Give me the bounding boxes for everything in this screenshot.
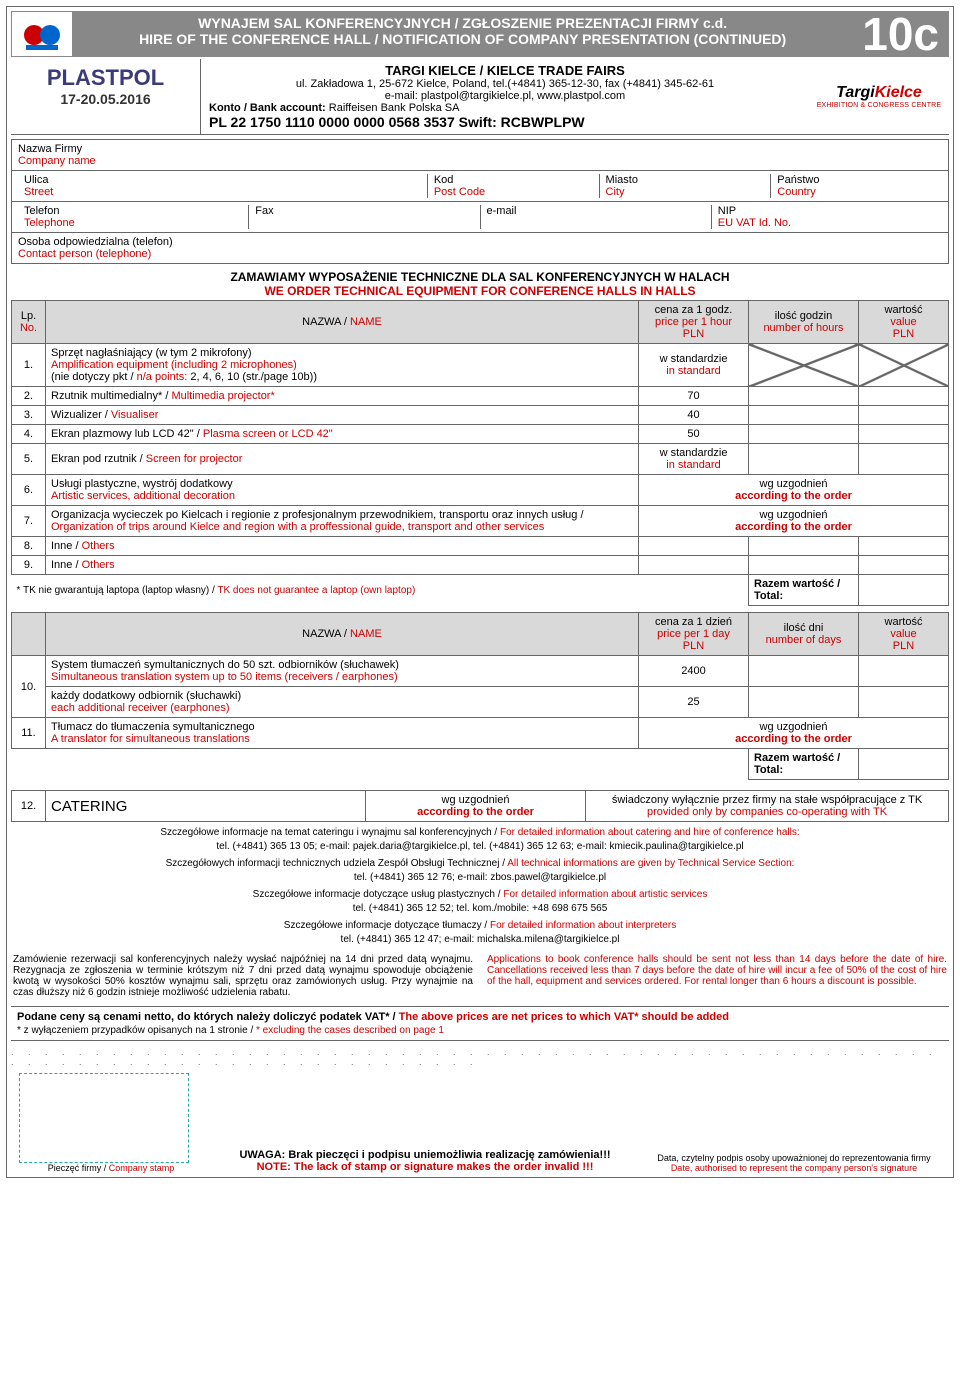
venue-address: ul. Zakładowa 1, 25-672 Kielce, Poland, … bbox=[209, 78, 801, 90]
info-interpreters: Szczegółowe informacje dotyczące tłumacz… bbox=[11, 919, 949, 946]
bank-label: Konto / Bank account: bbox=[209, 102, 326, 114]
col-lp: Lp.No. bbox=[12, 301, 46, 344]
title-en: HIRE OF THE CONFERENCE HALL / NOTIFICATI… bbox=[81, 31, 844, 47]
catering-table: 12. CATERING wg uzgodnieńaccording to th… bbox=[11, 790, 949, 822]
auth-label: Data, czytelny podpis osoby upoważnionej… bbox=[639, 1153, 949, 1173]
table-row: 2. Rzutnik multimedialny* / Multimedia p… bbox=[12, 387, 949, 406]
col-hours: ilość godzinnumber of hours bbox=[749, 301, 859, 344]
header-titles: WYNAJEM SAL KONFERENCYJNYCH / ZGŁOSZENIE… bbox=[73, 11, 852, 57]
catering-label: CATERING bbox=[46, 791, 366, 822]
info-catering: Szczegółowe informacje na temat catering… bbox=[11, 826, 949, 853]
venue-title: TARGI KIELCE / KIELCE TRADE FAIRS bbox=[209, 63, 801, 78]
stamp-label: Pieczęć firmy / Company stamp bbox=[11, 1163, 211, 1173]
tk-subtitle: EXHIBITION & CONGRESS CENTRE bbox=[817, 102, 942, 109]
vat-line: Podane ceny są cenami netto, do których … bbox=[11, 1006, 949, 1041]
table-row: 12. CATERING wg uzgodnieńaccording to th… bbox=[12, 791, 949, 822]
telephone-label: TelefonTelephone bbox=[18, 205, 249, 229]
title-pl: WYNAJEM SAL KONFERENCYJNYCH / ZGŁOSZENIE… bbox=[81, 15, 844, 31]
table-row: każdy dodatkowy odbiornik (słuchawki)eac… bbox=[12, 687, 949, 718]
table-row: 1. Sprzęt nagłaśniający (w tym 2 mikrofo… bbox=[12, 344, 949, 387]
event-date: 17-20.05.2016 bbox=[15, 91, 196, 107]
table-row: 5. Ekran pod rzutnik / Screen for projec… bbox=[12, 444, 949, 475]
dotline-left: . . . . . . . . . . . . . . . . . . . . … bbox=[11, 1047, 949, 1067]
signature-row: Pieczęć firmy / Company stamp UWAGA: Bra… bbox=[11, 1103, 949, 1173]
logo-placeholder bbox=[11, 11, 73, 57]
section1-title: ZAMAWIAMY WYPOSAŻENIE TECHNICZNE DLA SAL… bbox=[11, 270, 949, 298]
signature-warning: UWAGA: Brak pieczęci i podpisu uniemożli… bbox=[211, 1149, 639, 1173]
tk-brand-1: Targi bbox=[836, 84, 875, 101]
street-label: UlicaStreet bbox=[18, 174, 428, 198]
terms-block: Zamówienie rezerwacji sal konferencyjnyc… bbox=[13, 954, 947, 998]
table-row: 11. Tłumacz do tłumaczenia symultaniczne… bbox=[12, 718, 949, 749]
col-price: cena za 1 godz.price per 1 hourPLN bbox=[639, 301, 749, 344]
venue-box: TARGI KIELCE / KIELCE TRADE FAIRS ul. Za… bbox=[201, 59, 809, 134]
iban: PL 22 1750 1110 0000 0000 0568 3537 Swif… bbox=[209, 114, 801, 130]
form-container: WYNAJEM SAL KONFERENCYJNYCH / ZGŁOSZENIE… bbox=[6, 6, 954, 1178]
total-label: Razem wartość / Total: bbox=[749, 575, 859, 606]
stamp-box[interactable] bbox=[19, 1073, 189, 1163]
total-label: Razem wartość / Total: bbox=[749, 749, 859, 780]
table-row: 9. Inne / Others bbox=[12, 556, 949, 575]
table-row: 3. Wizualizer / Visualiser 40 bbox=[12, 406, 949, 425]
col-value: wartośćvaluePLN bbox=[859, 301, 949, 344]
email-label: e-mail bbox=[481, 205, 712, 229]
table-row: 8. Inne / Others bbox=[12, 537, 949, 556]
event-name: PLASTPOL bbox=[15, 65, 196, 91]
contact-label: Osoba odpowiedzialna (telefon)Contact pe… bbox=[18, 236, 173, 260]
targi-kielce-logo: TargiKielce EXHIBITION & CONGRESS CENTRE bbox=[809, 59, 949, 134]
table-row: 10. System tłumaczeń symultanicznych do … bbox=[12, 656, 949, 687]
postcode-label: KodPost Code bbox=[428, 174, 600, 198]
info-technical: Szczegółowych informacji technicznych ud… bbox=[11, 857, 949, 884]
table-row: 6. Usługi plastyczne, wystrój dodatkowyA… bbox=[12, 475, 949, 506]
footnote: * TK nie gwarantują laptopa (laptop włas… bbox=[12, 575, 749, 606]
fax-label: Fax bbox=[249, 205, 480, 229]
nip-label: NIPEU VAT Id. No. bbox=[712, 205, 942, 229]
header-bar: WYNAJEM SAL KONFERENCYJNYCH / ZGŁOSZENIE… bbox=[11, 11, 949, 57]
terms-en: Applications to book conference halls sh… bbox=[487, 954, 947, 998]
info-artistic: Szczegółowe informacje dotyczące usług p… bbox=[11, 888, 949, 915]
company-fields: Nazwa Firmy Company name UlicaStreet Kod… bbox=[11, 139, 949, 264]
table-row: 7. Organizacja wycieczek po Kielcach i r… bbox=[12, 506, 949, 537]
city-label: MiastoCity bbox=[600, 174, 772, 198]
logo-icon bbox=[20, 15, 64, 53]
header-row2: PLASTPOL 17-20.05.2016 TARGI KIELCE / KI… bbox=[11, 59, 949, 135]
event-box: PLASTPOL 17-20.05.2016 bbox=[11, 59, 201, 134]
company-name-label: Nazwa Firmy Company name bbox=[18, 143, 96, 167]
equipment-table: Lp.No. NAZWA / NAME cena za 1 godz.price… bbox=[11, 300, 949, 606]
x-cell bbox=[749, 344, 859, 387]
form-code: 10c bbox=[852, 11, 949, 57]
tk-brand-2: Kielce bbox=[875, 84, 922, 101]
col-name: NAZWA / NAME bbox=[46, 301, 639, 344]
translation-table: NAZWA / NAME cena za 1 dzieńprice per 1 … bbox=[11, 612, 949, 780]
venue-email: e-mail: plastpol@targikielce.pl, www.pla… bbox=[209, 90, 801, 102]
terms-pl: Zamówienie rezerwacji sal konferencyjnyc… bbox=[13, 954, 473, 998]
country-label: PaństwoCountry bbox=[771, 174, 942, 198]
x-cell bbox=[859, 344, 949, 387]
bank-name: Raiffeisen Bank Polska SA bbox=[329, 102, 460, 114]
table-row: 4. Ekran plazmowy lub LCD 42" / Plasma s… bbox=[12, 425, 949, 444]
bank-line: Konto / Bank account: Raiffeisen Bank Po… bbox=[209, 102, 801, 114]
